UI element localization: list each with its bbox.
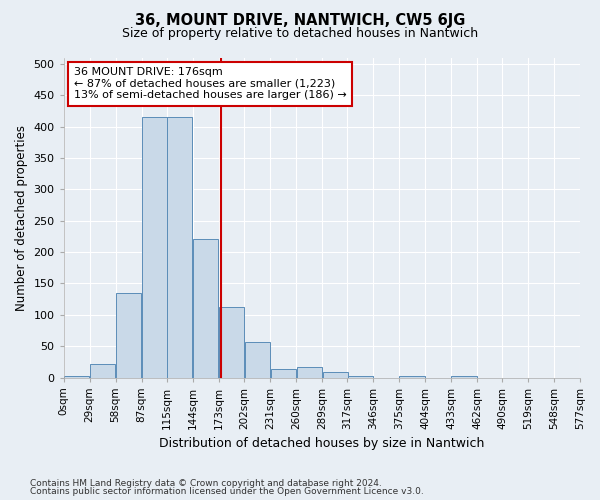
Text: Contains HM Land Registry data © Crown copyright and database right 2024.: Contains HM Land Registry data © Crown c… bbox=[30, 478, 382, 488]
Bar bbox=[64, 376, 89, 378]
Text: Size of property relative to detached houses in Nantwich: Size of property relative to detached ho… bbox=[122, 28, 478, 40]
Bar bbox=[219, 307, 244, 378]
Bar bbox=[142, 117, 167, 378]
Bar bbox=[167, 117, 193, 378]
Text: 36, MOUNT DRIVE, NANTWICH, CW5 6JG: 36, MOUNT DRIVE, NANTWICH, CW5 6JG bbox=[135, 12, 465, 28]
Text: Contains public sector information licensed under the Open Government Licence v3: Contains public sector information licen… bbox=[30, 487, 424, 496]
Bar bbox=[271, 368, 296, 378]
Bar bbox=[245, 342, 270, 378]
Bar bbox=[400, 376, 425, 378]
Bar bbox=[451, 376, 477, 378]
Bar bbox=[116, 293, 142, 378]
Bar bbox=[296, 368, 322, 378]
Bar bbox=[347, 376, 373, 378]
Bar bbox=[193, 240, 218, 378]
Y-axis label: Number of detached properties: Number of detached properties bbox=[15, 124, 28, 310]
Text: 36 MOUNT DRIVE: 176sqm
← 87% of detached houses are smaller (1,223)
13% of semi-: 36 MOUNT DRIVE: 176sqm ← 87% of detached… bbox=[74, 67, 347, 100]
Bar bbox=[323, 372, 348, 378]
Bar bbox=[90, 364, 115, 378]
X-axis label: Distribution of detached houses by size in Nantwich: Distribution of detached houses by size … bbox=[159, 437, 485, 450]
